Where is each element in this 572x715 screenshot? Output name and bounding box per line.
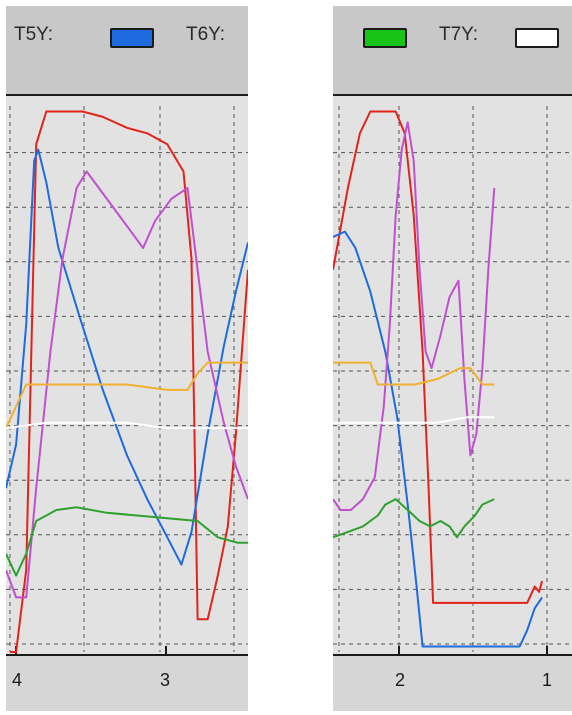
series-line bbox=[333, 121, 496, 511]
right-chart-panel: T7Y: 2 1 bbox=[333, 6, 572, 711]
legend-swatch-t7y bbox=[515, 28, 559, 48]
x-tick-label: 3 bbox=[160, 670, 171, 690]
x-tick-label: 2 bbox=[395, 670, 406, 690]
grid bbox=[6, 106, 248, 652]
series-line bbox=[333, 230, 543, 648]
line-chart-right bbox=[333, 106, 572, 656]
series-line bbox=[333, 498, 495, 539]
legend-label-t6y: T6Y: bbox=[186, 24, 226, 45]
series-line bbox=[10, 110, 248, 653]
legend-label-t7y: T7Y: bbox=[439, 24, 479, 45]
plot-area bbox=[333, 94, 572, 656]
plot-area bbox=[6, 94, 248, 656]
x-tick-label: 4 bbox=[12, 670, 23, 690]
legend-label-t5y: T5Y: bbox=[14, 24, 54, 45]
legend-swatch-green bbox=[363, 28, 407, 48]
series-line bbox=[6, 506, 248, 577]
legend-bar: T5Y: T6Y: bbox=[6, 6, 248, 94]
series-line bbox=[6, 421, 248, 430]
legend-bar: T7Y: bbox=[333, 6, 572, 94]
legend-swatch-t5y bbox=[110, 28, 154, 48]
left-chart-panel: T5Y: T6Y: 4 3 bbox=[6, 6, 248, 711]
series-line bbox=[6, 148, 248, 566]
series-line bbox=[333, 110, 544, 604]
series-line bbox=[6, 170, 248, 599]
grid bbox=[333, 106, 572, 652]
x-axis: 4 3 bbox=[6, 656, 248, 711]
series-line bbox=[6, 361, 248, 429]
x-tick-label: 1 bbox=[542, 670, 553, 690]
series-line bbox=[333, 416, 495, 424]
line-chart-left bbox=[6, 106, 248, 656]
x-axis: 2 1 bbox=[333, 656, 572, 711]
series-line bbox=[333, 361, 495, 386]
